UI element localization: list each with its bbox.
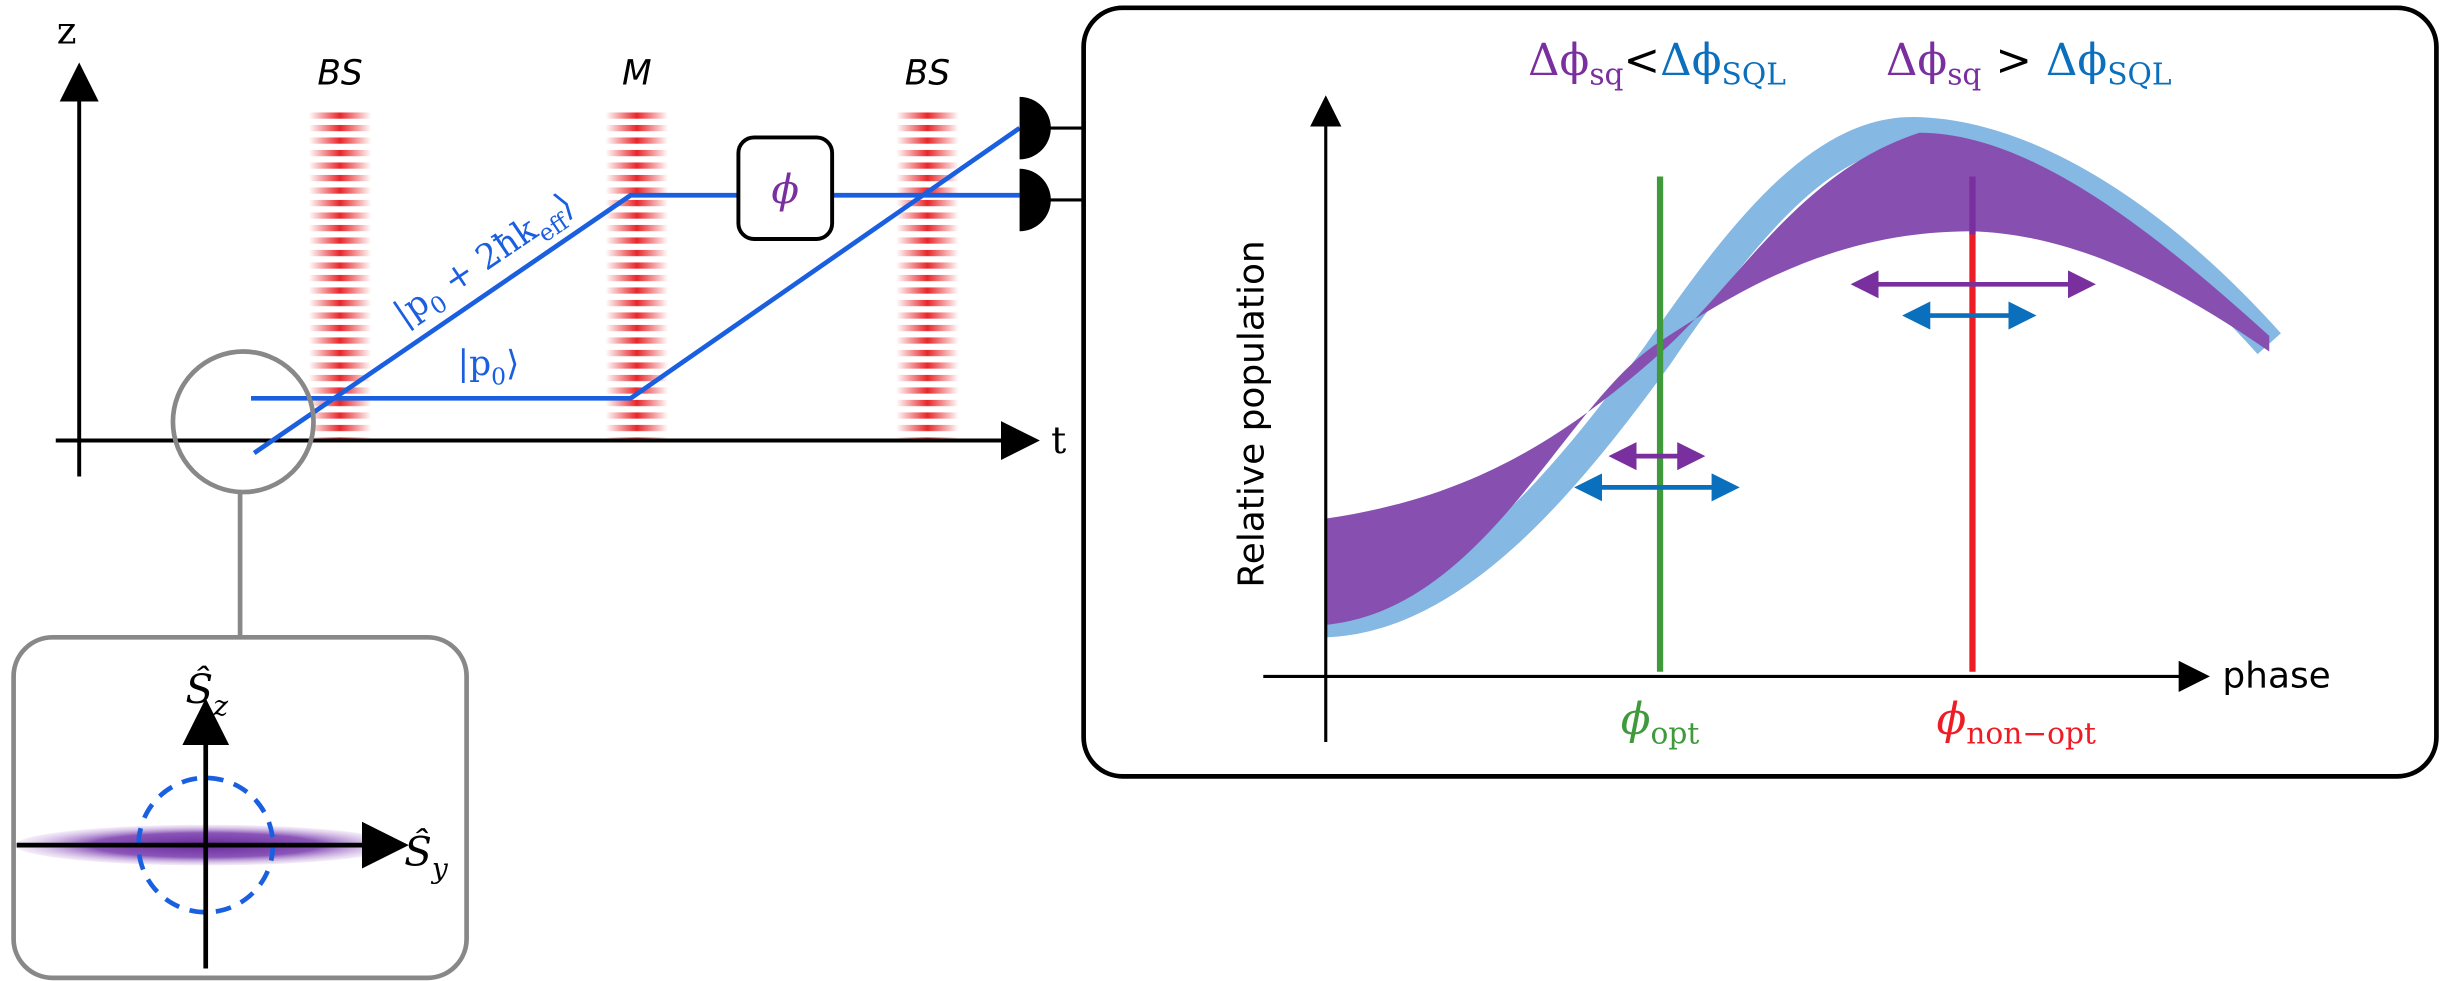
pulse bbox=[896, 109, 958, 440]
panel: Δϕsq<ΔϕSQL Δϕsq > ΔϕSQL Relative populat… bbox=[1084, 8, 2437, 777]
x-label: phase bbox=[2222, 655, 2330, 696]
inset-box bbox=[14, 637, 467, 978]
text-part: Δϕ bbox=[2046, 35, 2107, 86]
text-part: z bbox=[212, 689, 228, 722]
text-part: opt bbox=[1651, 716, 1700, 751]
text-part: y bbox=[430, 852, 449, 885]
text-part: SQL bbox=[1722, 56, 1786, 91]
page: {"interferometer": {"axis_z": "z", "axis… bbox=[0, 0, 2450, 981]
text-part: 0 bbox=[491, 362, 506, 390]
interferometer: z t BS M BS ϕ |p0 + 2ħkeff⟩ |p0⟩ bbox=[56, 9, 1087, 638]
text-part: sq bbox=[1589, 56, 1623, 91]
text-part: Ŝ bbox=[185, 664, 213, 713]
figure: z t BS M BS ϕ |p0 + 2ħkeff⟩ |p0⟩ Ŝz Ŝy Δ… bbox=[0, 0, 2450, 981]
state-label: |p0⟩ bbox=[458, 344, 520, 390]
text-part: sq bbox=[1947, 56, 1981, 91]
text-part: SQL bbox=[2107, 56, 2171, 91]
text-part: Ŝ bbox=[404, 826, 432, 875]
text-part: Δϕ bbox=[1886, 35, 1947, 86]
state-label: |p0 + 2ħkeff⟩ bbox=[387, 185, 585, 340]
zoom-circle bbox=[173, 351, 314, 492]
pulse bbox=[606, 109, 668, 440]
text-part: |p bbox=[387, 282, 437, 334]
y-label: Relative population bbox=[1231, 240, 1272, 587]
text-part: ⟩ bbox=[506, 344, 519, 384]
text-part: ϕ bbox=[1621, 694, 1651, 745]
inset: Ŝz Ŝy bbox=[14, 637, 467, 978]
text-part: |p bbox=[458, 344, 492, 384]
text-part: < bbox=[1624, 35, 1661, 86]
pulse-label: BS bbox=[317, 53, 362, 93]
pulse bbox=[309, 109, 371, 440]
text-part: Δϕ bbox=[1528, 35, 1589, 86]
axis-label: z bbox=[57, 9, 77, 53]
pulse-label: BS bbox=[905, 53, 950, 93]
text-part: ϕ bbox=[1936, 694, 1966, 745]
text-part: > bbox=[1981, 35, 2045, 86]
detector bbox=[1020, 169, 1051, 231]
text-part: Δϕ bbox=[1660, 35, 1721, 86]
phase-symbol: ϕ bbox=[771, 165, 799, 213]
pulse-label: M bbox=[622, 53, 652, 93]
axis-label: t bbox=[1051, 418, 1066, 462]
detector bbox=[1020, 97, 1051, 159]
text-part: non−opt bbox=[1966, 716, 2096, 751]
